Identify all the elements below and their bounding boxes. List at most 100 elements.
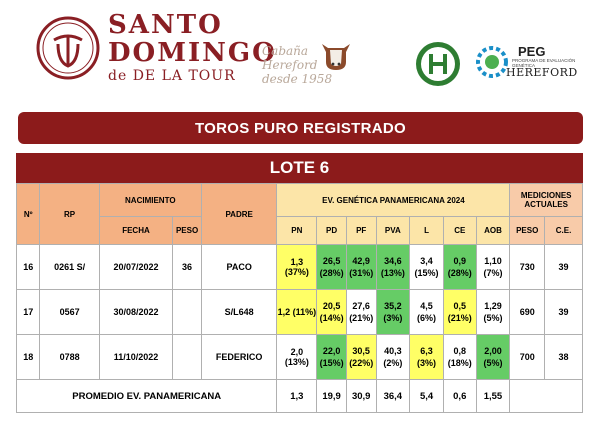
- cell-ce: 0,8 (18%): [442, 334, 477, 380]
- promedio-pf: 30,9: [345, 379, 377, 413]
- col-ce: CE: [442, 216, 477, 245]
- col-med-ce: C.E.: [544, 216, 583, 245]
- cell-pf: 27,6 (21%): [345, 289, 377, 335]
- cell-pd-pct: (28%): [319, 268, 344, 278]
- cell-pva-value: 35,2: [384, 301, 402, 311]
- col-mediciones: MEDICIONES ACTUALES: [509, 183, 583, 217]
- cell-l-value: 6,3: [420, 346, 433, 356]
- brand-line-3: de DE LA TOUR: [108, 68, 236, 84]
- cell-med-ce: 38: [544, 334, 583, 380]
- table-row: 16 0261 S/ 20/07/2022 36 PACO 1,3 (37%) …: [15, 244, 583, 290]
- promedio-empty: [509, 379, 583, 413]
- cell-l: 3,4 (15%): [409, 244, 444, 290]
- cell-pf-pct: (31%): [349, 268, 374, 278]
- table-row: 17 0567 30/08/2022 S/L648 1,2 (11%) 20,5…: [15, 289, 583, 335]
- cell-ce-value: 0,5: [453, 301, 466, 311]
- cell-med-ce: 39: [544, 289, 583, 335]
- cell-pd: 26,5 (28%): [316, 244, 347, 290]
- col-pn: PN: [276, 216, 318, 245]
- brand-seal-icon: [36, 16, 100, 80]
- cell-rp: 0567: [39, 289, 100, 335]
- cell-pd-value: 22,0: [322, 346, 341, 356]
- col-nacimiento: NACIMIENTO: [98, 183, 202, 217]
- cabana-line-2: Hereford: [262, 58, 318, 72]
- cell-pva-pct: (2%): [383, 358, 403, 368]
- cell-aob: 1,10 (7%): [475, 244, 511, 290]
- peg-title: PEG: [518, 44, 546, 59]
- col-pf: PF: [345, 216, 377, 245]
- cell-pd: 22,0 (15%): [316, 334, 347, 380]
- cabana-text: Cabaña Hereford desde 1958: [262, 44, 372, 86]
- cabana-line-3: desde 1958: [262, 72, 333, 86]
- promedio-row: PROMEDIO EV. PANAMERICANA 1,3 19,9 30,9 …: [15, 379, 583, 413]
- promedio-pva: 36,4: [375, 379, 411, 413]
- cell-padre: FEDERICO: [200, 334, 278, 380]
- cell-aob-pct: (5%): [483, 358, 503, 368]
- cell-pf-value: 27,6: [352, 301, 370, 311]
- cell-l-pct: (3%): [417, 358, 437, 368]
- cell-aob-value: 2,00: [484, 346, 502, 356]
- col-fecha: FECHA: [98, 216, 174, 245]
- promedio-l: 5,4: [409, 379, 444, 413]
- cell-aob-pct: (7%): [483, 268, 503, 278]
- cell-ce: 0,9 (28%): [442, 244, 477, 290]
- cell-pva-pct: (3%): [383, 313, 403, 323]
- cell-med-ce: 39: [544, 244, 583, 290]
- cell-pva-pct: (13%): [380, 268, 405, 278]
- cell-num: 18: [15, 334, 41, 380]
- cell-pf-pct: (21%): [349, 313, 374, 323]
- cell-l-pct: (15%): [414, 268, 439, 278]
- cell-rp: 0788: [39, 334, 100, 380]
- cell-padre: PACO: [200, 244, 278, 290]
- col-l: L: [409, 216, 444, 245]
- cell-ce: 0,5 (21%): [442, 289, 477, 335]
- cell-l: 4,5 (6%): [409, 289, 444, 335]
- cell-peso: [172, 289, 202, 335]
- lote-title: LOTE 6: [16, 153, 583, 183]
- cell-ce-pct: (28%): [447, 268, 472, 278]
- cell-med-peso: 700: [509, 334, 546, 380]
- cell-pn: 1,2 (11%): [276, 289, 318, 335]
- col-ev-group: EV. GENÉTICA PANAMERICANA 2024: [276, 183, 511, 217]
- cell-pd-value: 20,5: [322, 301, 341, 311]
- peg-hereford: HEREFORD: [506, 66, 578, 79]
- peg-subtitle: PROGRAMA DE EVALUACIÓN GENÉTICA: [512, 58, 576, 68]
- promedio-aob: 1,55: [475, 379, 511, 413]
- cell-peso: 36: [172, 244, 202, 290]
- cell-pva: 34,6 (13%): [375, 244, 411, 290]
- cell-pn: 2,0 (13%): [276, 334, 318, 380]
- cell-aob-value: 1,29: [484, 301, 502, 311]
- cell-fecha: 20/07/2022: [98, 244, 174, 290]
- cell-pd-value: 26,5: [322, 256, 341, 266]
- promedio-pn: 1,3: [276, 379, 318, 413]
- col-pva: PVA: [375, 216, 411, 245]
- cell-aob: 2,00 (5%): [475, 334, 511, 380]
- cell-l: 6,3 (3%): [409, 334, 444, 380]
- col-aob: AOB: [475, 216, 511, 245]
- cell-aob: 1,29 (5%): [475, 289, 511, 335]
- cell-fecha: 11/10/2022: [98, 334, 174, 380]
- cell-pf: 30,5 (22%): [345, 334, 377, 380]
- cell-pf-pct: (22%): [349, 358, 374, 368]
- cell-med-peso: 690: [509, 289, 546, 335]
- col-pd: PD: [316, 216, 347, 245]
- col-med-peso: PESO: [509, 216, 546, 245]
- cell-aob-pct: (5%): [483, 313, 503, 323]
- cell-pd-pct: (14%): [319, 313, 344, 323]
- peg-gear-icon: [476, 46, 508, 78]
- col-rp: RP: [39, 183, 100, 245]
- cell-pva-value: 34,6: [384, 256, 402, 266]
- cell-l-value: 4,5: [420, 301, 433, 311]
- cell-pva-value: 40,3: [384, 346, 402, 356]
- page-header: SANTO DOMINGO de DE LA TOUR Cabaña Heref…: [0, 0, 600, 104]
- brand-line-2: DOMINGO: [108, 38, 277, 68]
- cell-fecha: 30/08/2022: [98, 289, 174, 335]
- col-num: Nº: [15, 183, 41, 245]
- col-peso: PESO: [172, 216, 202, 245]
- cell-rp: 0261 S/: [39, 244, 100, 290]
- cell-ce-value: 0,9: [453, 256, 466, 266]
- cell-pn: 1,3 (37%): [276, 244, 318, 290]
- page-title-banner: TOROS PURO REGISTRADO: [18, 112, 583, 144]
- cell-ce-pct: (18%): [447, 358, 472, 368]
- promedio-label: PROMEDIO EV. PANAMERICANA: [15, 379, 278, 413]
